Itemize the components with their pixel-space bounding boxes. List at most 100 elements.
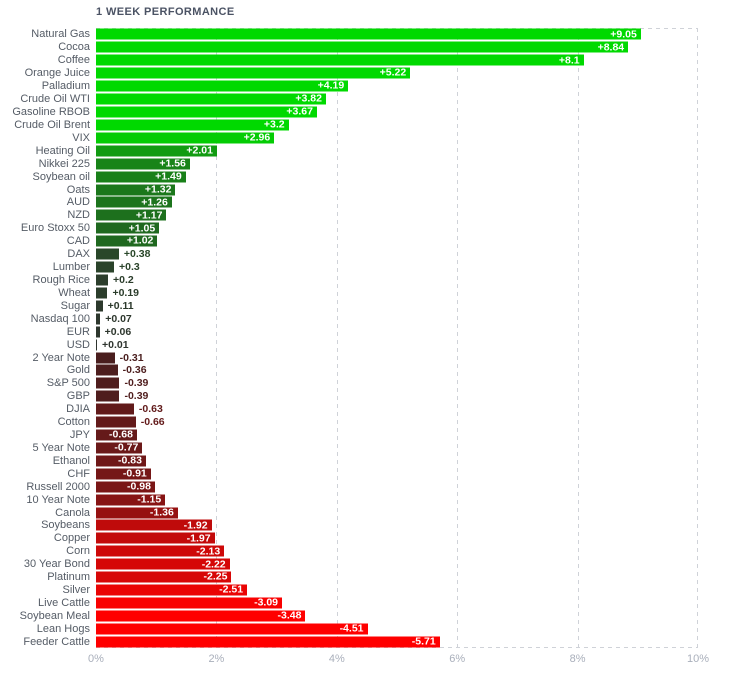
bar-corn[interactable]: -2.13: [96, 545, 225, 557]
perf-row-nzd: NZD +1.17: [0, 209, 698, 222]
value-label-russell-2000: -0.98: [127, 480, 151, 493]
bar-heating-oil[interactable]: +2.01: [96, 144, 217, 157]
bar-dax[interactable]: [96, 248, 119, 260]
bar-track: +0.01: [96, 338, 698, 351]
bar-cotton[interactable]: [96, 416, 136, 428]
bar-track: -0.83: [96, 454, 698, 467]
perf-row-nasdaq-100: Nasdaq 100 +0.07: [0, 312, 698, 325]
perf-row-cocoa: Cocoa +8.84: [0, 41, 698, 54]
category-label-usd: USD: [66, 338, 90, 351]
bar-feeder-cattle[interactable]: -5.71: [96, 636, 440, 648]
bar-ethanol[interactable]: -0.83: [96, 455, 146, 467]
bar-platinum[interactable]: -2.25: [96, 571, 232, 583]
value-label-crude-oil-wti: +3.82: [295, 92, 322, 105]
bar-track: +1.17: [96, 209, 698, 222]
bar-chf[interactable]: -0.91: [96, 468, 151, 480]
value-label-djia: -0.63: [138, 402, 163, 415]
bar-nasdaq-100[interactable]: [96, 313, 101, 325]
perf-row-30-year-bond: 30 Year Bond -2.22: [0, 558, 698, 571]
bar-track: -4.51: [96, 622, 698, 635]
category-label-30-year-bond: 30 Year Bond: [23, 558, 90, 571]
gridline-8pct: [577, 28, 579, 648]
bar-palladium[interactable]: +4.19: [96, 80, 349, 92]
perf-row-euro-stoxx-50: Euro Stoxx 50 +1.05: [0, 222, 698, 235]
value-label-gbp: -0.39: [124, 390, 149, 403]
value-label-soybean-oil: +1.49: [155, 170, 182, 183]
bar-aud[interactable]: +1.26: [96, 196, 172, 208]
bar-live-cattle[interactable]: -3.09: [96, 597, 283, 609]
x-tick-5: 10%: [686, 653, 710, 665]
bar-oats[interactable]: +1.32: [96, 184, 176, 196]
bar-natural-gas[interactable]: +9.05: [96, 28, 641, 40]
bar-wheat[interactable]: [96, 287, 108, 299]
value-label-jpy: -0.68: [108, 428, 133, 441]
bar-soybean-oil[interactable]: +1.49: [96, 170, 186, 183]
bar-jpy[interactable]: -0.68: [96, 428, 137, 441]
bar-track: -5.71: [96, 635, 698, 648]
perf-row-chf: CHF -0.91: [0, 467, 698, 480]
perf-row-oats: Oats +1.32: [0, 183, 698, 196]
bar-gasoline-rbob[interactable]: +3.67: [96, 106, 317, 118]
value-label-sugar: +0.11: [107, 299, 134, 312]
gridline-10pct: [697, 28, 698, 648]
bar-silver[interactable]: -2.51: [96, 584, 248, 596]
bar-usd[interactable]: [96, 339, 97, 351]
category-label-copper: Copper: [53, 532, 90, 545]
bar-sugar[interactable]: [96, 300, 103, 312]
x-tick-0: 0%: [88, 653, 104, 665]
bar-coffee[interactable]: +8.1: [96, 54, 584, 66]
bar-30-year-bond[interactable]: -2.22: [96, 558, 230, 570]
bar-10-year-note[interactable]: -1.15: [96, 494, 166, 506]
value-label-heating-oil: +2.01: [186, 144, 213, 157]
category-label-crude-oil-wti: Crude Oil WTI: [20, 93, 90, 106]
bar-soybean-meal[interactable]: -3.48: [96, 610, 306, 622]
x-tick-2: 4%: [328, 653, 345, 665]
bar-track: +0.06: [96, 325, 698, 338]
value-label-canola: -1.36: [149, 506, 174, 519]
bar-track: +3.67: [96, 106, 698, 119]
bar-5-year-note[interactable]: -0.77: [96, 442, 143, 454]
category-label-corn: Corn: [66, 545, 90, 558]
bar-gbp[interactable]: [96, 390, 120, 402]
bar-lumber[interactable]: [96, 261, 115, 273]
bar-nikkei-225[interactable]: +1.56: [96, 157, 190, 170]
bar-track: +8.1: [96, 54, 698, 67]
bar-eur[interactable]: [96, 326, 100, 338]
category-label-5-year-note: 5 Year Note: [32, 441, 91, 454]
bar-track: -0.31: [96, 351, 698, 364]
bar-crude-oil-wti[interactable]: +3.82: [96, 92, 326, 105]
bar-gold[interactable]: [96, 364, 118, 376]
bar-track: +0.3: [96, 261, 698, 274]
bar-russell-2000[interactable]: -0.98: [96, 480, 155, 493]
value-label-copper: -1.97: [186, 532, 211, 545]
category-label-aud: AUD: [66, 196, 90, 209]
bar-vix[interactable]: +2.96: [96, 131, 275, 144]
bar-rough-rice[interactable]: [96, 274, 109, 286]
bar-canola[interactable]: -1.36: [96, 506, 178, 519]
bar-soybeans[interactable]: -1.92: [96, 519, 212, 531]
bar-crude-oil-brent[interactable]: +3.2: [96, 119, 289, 131]
value-label-vix: +2.96: [243, 131, 271, 144]
bar-lean-hogs[interactable]: -4.51: [96, 623, 368, 635]
bar-cocoa[interactable]: +8.84: [96, 41, 629, 53]
bar-track: +5.22: [96, 67, 698, 80]
bar-copper[interactable]: -1.97: [96, 532, 215, 545]
value-label-nikkei-225: +1.56: [159, 157, 186, 170]
category-label-sugar: Sugar: [60, 299, 90, 312]
bar-cad[interactable]: +1.02: [96, 235, 158, 247]
bar-s-p-500[interactable]: [96, 377, 120, 389]
bar-orange-juice[interactable]: +5.22: [96, 67, 411, 79]
category-label-chf: CHF: [67, 467, 90, 480]
category-label-crude-oil-brent: Crude Oil Brent: [14, 118, 90, 131]
perf-row-vix: VIX +2.96: [0, 131, 698, 144]
bar-track: +1.56: [96, 157, 698, 170]
bar-nzd[interactable]: +1.17: [96, 209, 167, 221]
category-label-nasdaq-100: Nasdaq 100: [30, 312, 90, 325]
bar-track: +3.82: [96, 93, 698, 106]
bar-track: -0.98: [96, 480, 698, 493]
bar-djia[interactable]: [96, 403, 134, 415]
bar-euro-stoxx-50[interactable]: +1.05: [96, 222, 160, 234]
category-label-silver: Silver: [62, 584, 90, 597]
gridline-4pct: [336, 28, 338, 648]
bar-2-year-note[interactable]: [96, 352, 115, 363]
